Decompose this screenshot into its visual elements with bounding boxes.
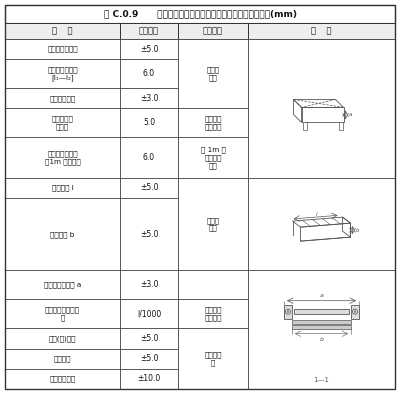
Circle shape xyxy=(286,309,290,314)
Text: 钢梯安装孔距离 a: 钢梯安装孔距离 a xyxy=(44,281,81,288)
Text: 1—1: 1—1 xyxy=(314,377,330,383)
Bar xyxy=(248,23,395,39)
Text: a: a xyxy=(320,293,324,298)
Text: a: a xyxy=(348,112,352,118)
Bar xyxy=(5,270,120,299)
Bar xyxy=(120,137,178,178)
Text: 图    例: 图 例 xyxy=(311,26,332,35)
Bar xyxy=(5,349,120,369)
Bar xyxy=(120,349,178,369)
Bar xyxy=(284,305,292,319)
Text: 栏杆高度: 栏杆高度 xyxy=(54,355,71,362)
Text: 用拉线和
钢尺检查: 用拉线和 钢尺检查 xyxy=(204,116,222,130)
Text: 踏步(棍)间距: 踏步(棍)间距 xyxy=(49,335,76,342)
Bar xyxy=(5,23,120,39)
Bar xyxy=(120,88,178,108)
Bar xyxy=(120,108,178,137)
Bar xyxy=(5,88,120,108)
Text: ±5.0: ±5.0 xyxy=(140,230,158,239)
Bar xyxy=(178,39,248,108)
Text: l/1000: l/1000 xyxy=(137,309,161,318)
Bar xyxy=(178,23,248,39)
Bar xyxy=(338,123,342,130)
Bar xyxy=(5,328,120,349)
Text: 钢梯纵向挠裂曲矢
高: 钢梯纵向挠裂曲矢 高 xyxy=(45,307,80,321)
Bar xyxy=(120,59,178,88)
Bar xyxy=(178,299,248,328)
Text: 用拉线和
钢尺检查: 用拉线和 钢尺检查 xyxy=(204,307,222,321)
Text: 钢梯宽度 b: 钢梯宽度 b xyxy=(50,231,75,237)
Text: 用钢尺
检查: 用钢尺 检查 xyxy=(206,217,220,231)
Text: 6.0: 6.0 xyxy=(143,153,155,162)
Text: 平台表面平面度
（1m 范围内）: 平台表面平面度 （1m 范围内） xyxy=(45,151,80,165)
Bar xyxy=(5,137,120,178)
Bar xyxy=(351,305,359,319)
Circle shape xyxy=(352,309,358,314)
Bar xyxy=(178,137,248,178)
Text: ±5.0: ±5.0 xyxy=(140,354,158,363)
Text: 用钢尺检
查: 用钢尺检 查 xyxy=(204,351,222,366)
Text: 表 C.0.9      钢平台、钢梯和防护钢栏杆外形尺寸的允许偏差(mm): 表 C.0.9 钢平台、钢梯和防护钢栏杆外形尺寸的允许偏差(mm) xyxy=(104,9,296,18)
Text: ±10.0: ±10.0 xyxy=(137,375,161,384)
Bar xyxy=(5,108,120,137)
Bar xyxy=(120,299,178,328)
Text: b: b xyxy=(356,228,359,233)
Bar xyxy=(5,39,120,59)
Text: 项    目: 项 目 xyxy=(52,26,73,35)
Text: 平台支柱弯
曲矢高: 平台支柱弯 曲矢高 xyxy=(52,116,74,130)
Text: l: l xyxy=(316,211,317,217)
Bar xyxy=(248,178,395,270)
Text: ±5.0: ±5.0 xyxy=(140,334,158,343)
Bar xyxy=(178,178,248,270)
Text: b: b xyxy=(320,337,324,342)
Text: ±3.0: ±3.0 xyxy=(140,280,158,289)
Bar xyxy=(120,270,178,299)
Text: 6.0: 6.0 xyxy=(143,69,155,78)
Circle shape xyxy=(354,311,356,313)
Bar xyxy=(302,123,306,130)
Bar xyxy=(120,198,178,270)
Bar xyxy=(120,23,178,39)
Bar xyxy=(120,328,178,349)
Bar xyxy=(5,178,120,198)
Bar xyxy=(120,369,178,389)
Text: ±3.0: ±3.0 xyxy=(140,94,158,103)
Bar xyxy=(292,325,351,329)
Bar xyxy=(248,39,395,178)
Text: 平台两对角线差
[l₁—l₂]: 平台两对角线差 [l₁—l₂] xyxy=(47,66,78,81)
Text: 用钢尺
检查: 用钢尺 检查 xyxy=(206,66,220,81)
Bar xyxy=(5,198,120,270)
Bar xyxy=(248,270,395,389)
Text: 平台支柱高度: 平台支柱高度 xyxy=(49,95,76,102)
Bar xyxy=(178,108,248,137)
Text: 栏杆立柱间距: 栏杆立柱间距 xyxy=(49,376,76,382)
Bar xyxy=(178,270,248,299)
Text: 平台长度和宽度: 平台长度和宽度 xyxy=(47,46,78,52)
Bar xyxy=(294,309,349,314)
Text: 检验方法: 检验方法 xyxy=(203,26,223,35)
Bar xyxy=(120,178,178,198)
Bar xyxy=(5,59,120,88)
Text: 梯梁长度 l: 梯梁长度 l xyxy=(52,185,73,191)
Text: ±5.0: ±5.0 xyxy=(140,184,158,193)
Circle shape xyxy=(287,311,289,313)
Bar xyxy=(5,369,120,389)
Bar xyxy=(120,39,178,59)
Bar xyxy=(292,320,351,324)
Text: ±5.0: ±5.0 xyxy=(140,45,158,53)
Bar xyxy=(178,328,248,389)
Bar xyxy=(5,299,120,328)
Bar xyxy=(5,5,395,23)
Text: 5.0: 5.0 xyxy=(143,118,155,127)
Text: 用 1m 直
尺和塞尺
检查: 用 1m 直 尺和塞尺 检查 xyxy=(200,147,226,169)
Text: 允许偏差: 允许偏差 xyxy=(139,26,159,35)
